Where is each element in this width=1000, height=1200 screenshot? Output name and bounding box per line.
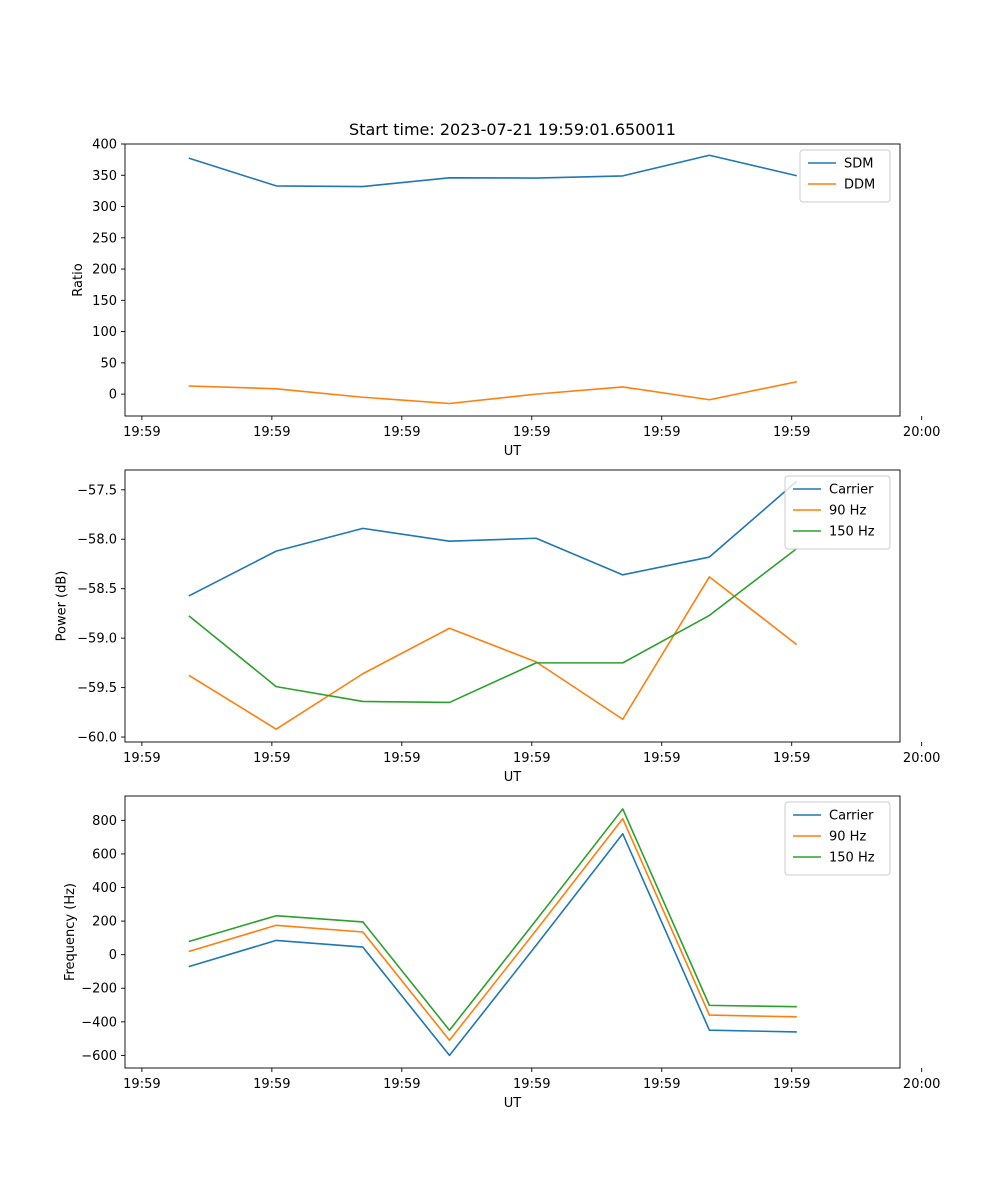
x-tick-label: 19:59: [773, 751, 810, 766]
legend-label: 150 Hz: [829, 851, 875, 866]
y-axis-label: Ratio: [71, 263, 86, 296]
series-line-150-hz: [188, 808, 797, 1032]
legend: Carrier 90 Hz 150 Hz: [784, 801, 891, 876]
series-line-150-hz: [188, 548, 798, 704]
x-tick-label: 19:59: [123, 751, 160, 766]
y-tick-label: −60.0: [77, 731, 117, 746]
x-tick-label: 19:59: [773, 1077, 810, 1092]
x-axis-label: UT: [504, 444, 522, 459]
y-tick-label: 0: [109, 948, 117, 963]
y-tick-label: 0: [109, 388, 117, 403]
y-tick-label: 800: [92, 814, 117, 829]
legend-label: SDM: [844, 157, 873, 172]
series-line-90-hz: [188, 817, 797, 1042]
x-tick-label: 19:59: [383, 1077, 420, 1092]
y-tick-label: 200: [92, 263, 117, 278]
y-tick-label: −59.0: [77, 632, 117, 647]
x-tick-label: 20:00: [903, 751, 940, 766]
x-tick-label: 19:59: [253, 1077, 290, 1092]
axes-frame: [124, 143, 901, 417]
y-tick-label: 250: [92, 231, 117, 246]
y-tick-label: 600: [92, 847, 117, 862]
legend-label: 150 Hz: [829, 525, 875, 540]
y-tick-label: −57.5: [77, 483, 117, 498]
legend-label: 90 Hz: [829, 830, 866, 845]
legend-label: Carrier: [829, 809, 874, 824]
x-tick-label: 19:59: [513, 1077, 550, 1092]
y-tick-label: −58.5: [77, 582, 117, 597]
series-line-ddm: [188, 380, 797, 405]
series-line-sdm: [188, 154, 797, 188]
chart-title: Start time: 2023-07-21 19:59:01.650011: [349, 120, 676, 139]
x-tick-label: 20:00: [903, 425, 940, 440]
y-tick-label: 200: [92, 915, 117, 930]
x-axis-label: UT: [504, 1096, 522, 1111]
y-tick-label: −58.0: [77, 533, 117, 548]
x-tick-label: 19:59: [123, 425, 160, 440]
y-tick-label: 100: [92, 325, 117, 340]
legend-label: DDM: [844, 178, 875, 193]
x-axis-label: UT: [504, 770, 522, 785]
x-tick-label: 19:59: [383, 425, 420, 440]
y-axis-label: Power (dB): [55, 571, 70, 642]
y-tick-label: 150: [92, 294, 117, 309]
y-tick-label: −200: [81, 982, 117, 997]
series-line-carrier: [188, 480, 798, 597]
x-tick-label: 19:59: [773, 425, 810, 440]
y-axis-label: Frequency (Hz): [63, 883, 78, 981]
y-tick-label: 400: [92, 138, 117, 153]
series-line-90-hz: [188, 576, 798, 730]
x-tick-label: 19:59: [643, 425, 680, 440]
y-tick-label: −59.5: [77, 681, 117, 696]
y-tick-label: 350: [92, 169, 117, 184]
x-tick-label: 20:00: [903, 1077, 940, 1092]
x-tick-label: 19:59: [253, 751, 290, 766]
x-tick-label: 19:59: [513, 751, 550, 766]
x-tick-label: 19:59: [513, 425, 550, 440]
panel-2: 19:59 19:59 19:59 19:59 19:59 19:59 20:00 UT −60…: [55, 469, 940, 785]
panel-1: Start time: 2023-07-21 19:59:01.650011 19…: [71, 120, 940, 459]
y-tick-label: −400: [81, 1015, 117, 1030]
x-tick-label: 19:59: [643, 751, 680, 766]
axes-frame: [124, 469, 901, 743]
legend-label: 90 Hz: [829, 504, 866, 519]
axes-frame: [124, 795, 901, 1069]
y-tick-label: −600: [81, 1049, 117, 1064]
y-tick-label: 50: [100, 356, 117, 371]
y-tick-label: 400: [92, 881, 117, 896]
legend-label: Carrier: [829, 483, 874, 498]
x-tick-label: 19:59: [253, 425, 290, 440]
x-tick-label: 19:59: [123, 1077, 160, 1092]
y-tick-label: 300: [92, 200, 117, 215]
legend: SDM DDM: [799, 149, 891, 203]
series-line-carrier: [188, 832, 797, 1057]
panel-3: 19:59 19:59 19:59 19:59 19:59 19:59 20:00 UT −60…: [63, 795, 940, 1111]
x-tick-label: 19:59: [643, 1077, 680, 1092]
x-tick-label: 19:59: [383, 751, 420, 766]
legend: Carrier 90 Hz 150 Hz: [784, 475, 891, 550]
